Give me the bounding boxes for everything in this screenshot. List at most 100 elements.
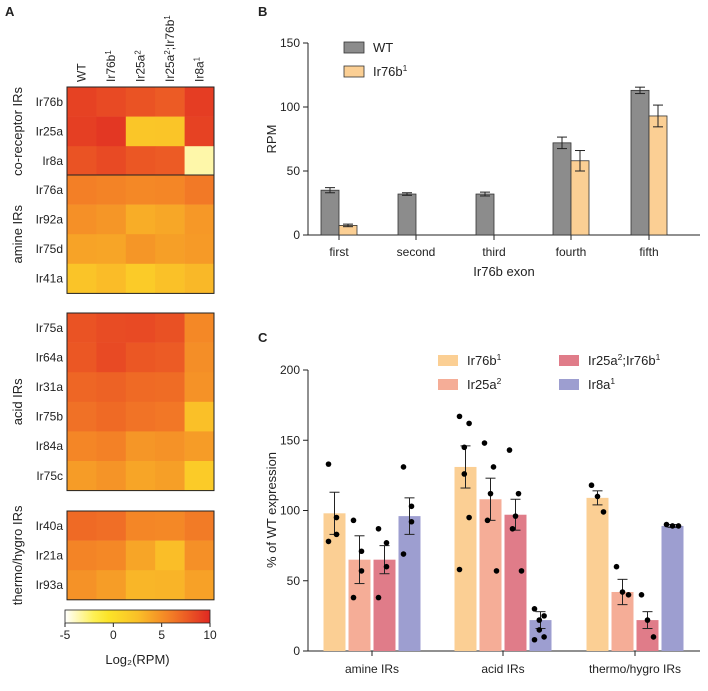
- heatmap-cell-ir93a-4: [184, 570, 215, 601]
- bar-ir25a2-acid-irs: [479, 499, 502, 651]
- heatmap-cell-ir92a-3: [155, 204, 185, 235]
- heatmap-cell-ir41a-2: [125, 263, 156, 294]
- heatmap-cell-ir64a-3: [155, 342, 185, 373]
- panel-a-heatmap: AWT Ir76b1Ir25a2Ir25a2;Ir76b1Ir8a1Ir76bIr…: [5, 4, 217, 667]
- heatmap-cell-ir75a-0: [67, 313, 97, 343]
- heatmap-cell-ir84a-3: [155, 431, 185, 462]
- heatmap-cell-ir40a-1: [96, 511, 127, 541]
- data-point-ir76b1: [461, 471, 468, 477]
- data-point-ir8a1: [408, 518, 415, 525]
- panel-b-x-label-second: second: [397, 245, 436, 259]
- panel-c-x-label-amine-irs: amine IRs: [345, 662, 399, 676]
- data-point-ir8a1: [536, 627, 543, 633]
- heatmap-cell-ir75c-3: [155, 461, 185, 491]
- heatmap-cell-ir76a-4: [184, 175, 215, 205]
- data-point-ir8a1: [531, 606, 538, 612]
- data-point-ir8a1: [408, 503, 415, 510]
- bar-wt-fourth: [552, 142, 572, 236]
- data-point-ir8a1: [536, 617, 543, 623]
- panel-c-y-tick-label: 0: [293, 644, 300, 658]
- panel-c-y-tick-label: 50: [287, 574, 301, 588]
- panel-b-y-tick-label: 100: [280, 100, 300, 114]
- panel-c-x-label-thermo-hygro-irs: thermo/hygro IRs: [589, 662, 681, 676]
- data-point-ir76b1: [333, 514, 340, 521]
- heatmap-cell-ir64a-1: [96, 342, 127, 373]
- heatmap-cell-ir31a-2: [125, 372, 156, 403]
- heatmap-cell-ir75a-2: [125, 313, 156, 343]
- heatmap-cell-ir76a-1: [96, 175, 127, 205]
- colorbar-tick-label: 0: [110, 628, 117, 642]
- data-point-ir25a2: [358, 568, 365, 574]
- heatmap-group-border: [66, 510, 215, 601]
- bar-ir76b1-amine-irs: [323, 513, 346, 651]
- heatmap-cell-ir92a-4: [184, 204, 215, 235]
- heatmap-cell-ir84a-1: [96, 431, 127, 462]
- heatmap-cell-ir75c-2: [125, 461, 156, 491]
- heatmap-cell-ir41a-1: [96, 263, 127, 294]
- heatmap-cell-ir75d-2: [125, 234, 156, 265]
- column-label-ir76b1: Ir76b1: [104, 50, 119, 82]
- heatmap-cell-ir75b-4: [184, 401, 215, 432]
- colorbar-label: Log₂(RPM): [105, 652, 169, 667]
- data-point-ir25a2-ir76b1: [509, 525, 516, 532]
- panel-b-x-label-first: first: [329, 245, 349, 259]
- heatmap-group-border: [66, 174, 215, 294]
- data-point-ir25a2-ir76b1: [383, 563, 390, 570]
- heatmap-cell-ir40a-0: [67, 511, 97, 541]
- heatmap-cell-ir31a-0: [67, 372, 97, 403]
- row-label-ir64a: Ir64a: [36, 350, 64, 364]
- data-point-ir8a1: [400, 551, 407, 557]
- panel-letter-b: B: [258, 4, 267, 19]
- heatmap-cell-ir31a-3: [155, 372, 185, 403]
- legend-label-ir25a2: Ir25a2: [467, 376, 502, 392]
- heatmap-cell-ir21a-4: [184, 540, 215, 571]
- heatmap-cell-ir31a-4: [184, 372, 215, 403]
- column-label-ir25a2: Ir25a2: [133, 50, 148, 82]
- heatmap-cell-ir76a-0: [67, 175, 97, 205]
- panel-b-x-label-third: third: [482, 245, 505, 259]
- heatmap-cell-ir25a-2: [125, 116, 156, 147]
- bar-ir25a2-ir76b1-amine-irs: [373, 559, 396, 651]
- heatmap-cell-ir25a-3: [155, 116, 185, 147]
- data-point-ir25a2-ir76b1: [375, 525, 382, 532]
- heatmap-cell-ir75a-1: [96, 313, 127, 343]
- heatmap-cell-ir41a-0: [67, 263, 97, 294]
- bar-ir25a2-ir76b1-thermo-hygro-irs: [636, 620, 659, 651]
- colorbar-tick-label: -5: [60, 628, 71, 642]
- row-label-ir31a: Ir31a: [36, 380, 64, 394]
- row-label-ir21a: Ir21a: [36, 548, 64, 562]
- bar-ir8a1-amine-irs: [398, 516, 421, 651]
- panel-letter-c: C: [258, 330, 268, 345]
- heatmap-cell-ir92a-2: [125, 204, 156, 235]
- heatmap-cell-ir75c-0: [67, 461, 97, 491]
- heatmap-cell-ir40a-2: [125, 511, 156, 541]
- heatmap-cell-ir76b-1: [96, 87, 127, 117]
- data-point-ir25a2: [490, 464, 497, 470]
- data-point-ir25a2-ir76b1: [638, 592, 645, 598]
- heatmap-cell-ir93a-3: [155, 570, 185, 601]
- row-label-ir75d: Ir75d: [36, 242, 63, 256]
- panel-c-y-tick-label: 150: [280, 433, 300, 447]
- bar-ir8a1-acid-irs: [529, 620, 552, 651]
- heatmap-cell-ir21a-3: [155, 540, 185, 571]
- heatmap-group-border: [66, 312, 215, 492]
- data-point-ir25a2: [484, 517, 491, 524]
- group-label-co-receptor-irs: co-receptor IRs: [10, 86, 25, 175]
- data-point-ir76b1: [466, 420, 472, 427]
- legend-label-ir76b1: Ir76b1: [467, 352, 502, 368]
- data-point-ir8a1: [663, 521, 670, 528]
- group-label-amine-irs: amine IRs: [10, 204, 25, 263]
- data-point-ir25a2: [350, 517, 357, 524]
- data-point-ir25a2: [619, 589, 626, 595]
- heatmap-cell-ir64a-4: [184, 342, 215, 373]
- data-point-ir76b1: [333, 531, 340, 538]
- heatmap-cell-ir75c-4: [184, 461, 215, 491]
- row-label-ir75a: Ir75a: [36, 321, 64, 335]
- colorbar: [64, 609, 211, 624]
- column-label-wt: WT: [75, 63, 89, 82]
- panel-letter-a: A: [5, 4, 15, 19]
- data-point-ir76b1: [461, 444, 468, 451]
- data-point-ir76b1: [325, 461, 332, 467]
- heatmap-cell-ir8a-0: [67, 146, 97, 177]
- panel-b-x-label-fifth: fifth: [639, 245, 658, 259]
